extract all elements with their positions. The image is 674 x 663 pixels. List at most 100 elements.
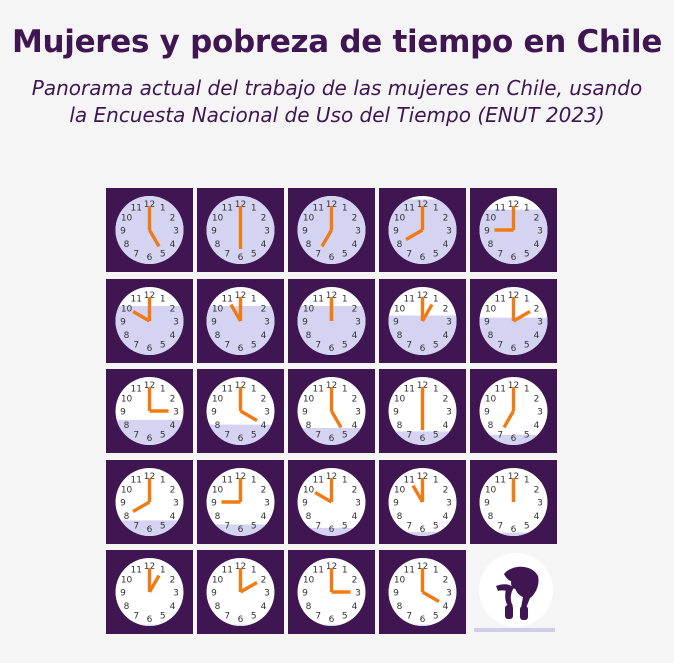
clock-number: 12 <box>326 562 337 572</box>
clock-number: 9 <box>302 408 308 418</box>
clock-number: 2 <box>352 485 358 495</box>
clock-number: 8 <box>124 421 130 431</box>
clock-number: 4 <box>443 330 449 340</box>
clock-number: 9 <box>302 227 308 237</box>
clock-number: 10 <box>485 485 497 495</box>
clock-number: 11 <box>495 204 506 214</box>
clock-number: 9 <box>484 317 490 327</box>
clock-number: 11 <box>222 385 233 395</box>
clock-number: 8 <box>488 511 494 521</box>
clock-number: 10 <box>394 394 406 404</box>
clock-number: 12 <box>417 291 428 301</box>
clock-number: 8 <box>124 511 130 521</box>
clock-number: 9 <box>120 408 126 418</box>
clock-hour-hand <box>148 574 161 593</box>
clock-number: 7 <box>497 521 503 531</box>
clock-number: 11 <box>404 294 415 304</box>
clock-number: 12 <box>417 200 428 210</box>
clock-number: 8 <box>124 602 130 612</box>
clock-number: 4 <box>352 330 358 340</box>
clock-number: 7 <box>497 340 503 350</box>
clock-number: 5 <box>251 611 257 621</box>
clock-number: 3 <box>355 498 361 508</box>
clock-number: 3 <box>264 498 270 508</box>
clock-tile: 12 1 2 3 4 5 6 7 8 9 10 11 <box>379 188 466 272</box>
clock-number: 1 <box>342 475 348 485</box>
clock-number: 2 <box>170 485 176 495</box>
clock-number: 4 <box>352 511 358 521</box>
clock-number: 1 <box>433 475 439 485</box>
clock-number: 4 <box>261 421 267 431</box>
clock-number: 8 <box>488 421 494 431</box>
clock-number: 8 <box>215 330 221 340</box>
clock-number: 10 <box>394 304 406 314</box>
clock-tile: 12 1 2 3 4 5 6 7 8 9 10 11 <box>288 369 375 453</box>
exhausted-woman-tile <box>474 550 561 634</box>
clock-number: 2 <box>443 485 449 495</box>
clock-number: 7 <box>406 611 412 621</box>
clock-number: 10 <box>121 394 133 404</box>
clock-number: 4 <box>170 511 176 521</box>
clock-number: 5 <box>251 430 257 440</box>
clock-number: 8 <box>124 240 130 250</box>
clock-number: 9 <box>120 589 126 599</box>
clock-number: 8 <box>124 330 130 340</box>
clock-number: 6 <box>511 434 517 444</box>
clock-hour-hand <box>239 581 258 594</box>
clock-number: 9 <box>484 227 490 237</box>
clock-number: 2 <box>170 304 176 314</box>
clock-number: 6 <box>238 253 244 263</box>
clock-number: 6 <box>329 253 335 263</box>
clock-number: 1 <box>342 294 348 304</box>
clock-number: 6 <box>147 615 153 625</box>
clock-number: 6 <box>420 253 426 263</box>
clock-number: 7 <box>224 430 230 440</box>
clock-number: 3 <box>173 498 179 508</box>
clock-number: 1 <box>524 475 530 485</box>
clock-tile: 12 1 2 3 4 5 6 7 8 9 10 11 <box>106 188 193 272</box>
clock-number: 8 <box>215 421 221 431</box>
clock-number: 4 <box>170 240 176 250</box>
clock-number: 4 <box>534 330 540 340</box>
clock-tile: 12 1 2 3 4 5 6 7 8 9 10 11 <box>379 550 466 634</box>
clock-fill-level <box>206 624 275 626</box>
clock-number: 6 <box>329 434 335 444</box>
clock-number: 10 <box>485 394 497 404</box>
clock-number: 11 <box>131 475 142 485</box>
clock-number: 8 <box>215 240 221 250</box>
clock-number: 12 <box>508 291 519 301</box>
baseline-bar <box>474 628 555 632</box>
clock-number: 7 <box>406 249 412 259</box>
clock-number: 5 <box>160 249 166 259</box>
clock-number: 2 <box>534 213 540 223</box>
clock-number: 6 <box>420 525 426 535</box>
clock-number: 7 <box>224 249 230 259</box>
clock-tile: 12 1 2 3 4 5 6 7 8 9 10 11 <box>470 459 557 544</box>
clock-number: 9 <box>393 227 399 237</box>
clock-number: 4 <box>534 240 540 250</box>
clock-tile: 12 1 2 3 4 5 6 7 8 9 10 11 <box>470 188 557 272</box>
clock-number: 5 <box>342 611 348 621</box>
clock-number: 2 <box>443 213 449 223</box>
clock-number: 4 <box>261 511 267 521</box>
clock-number: 9 <box>393 498 399 508</box>
clock-number: 9 <box>120 317 126 327</box>
clock-hour-hand <box>229 303 242 322</box>
clock-number: 12 <box>508 381 519 391</box>
clock-number: 2 <box>352 213 358 223</box>
clock-number: 2 <box>261 394 267 404</box>
clock-number: 2 <box>534 304 540 314</box>
clock-number: 6 <box>511 253 517 263</box>
clock-number: 11 <box>313 385 324 395</box>
clock-number: 10 <box>394 575 406 585</box>
clock-number: 9 <box>302 317 308 327</box>
clock-number: 3 <box>264 227 270 237</box>
clock-number: 2 <box>261 485 267 495</box>
clock-tile: 12 1 2 3 4 5 6 7 8 9 10 11 <box>288 459 375 544</box>
clock-number: 7 <box>133 430 139 440</box>
